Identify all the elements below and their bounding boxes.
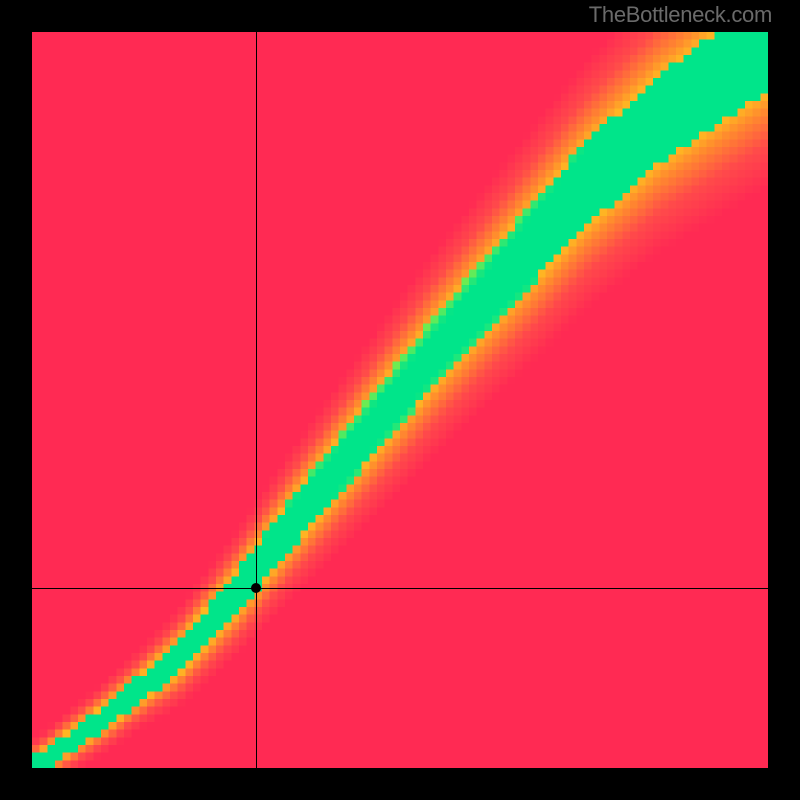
crosshair-vertical xyxy=(256,32,257,768)
heatmap-canvas xyxy=(32,32,768,768)
heatmap-plot xyxy=(32,32,768,768)
crosshair-horizontal xyxy=(32,588,768,589)
watermark-text: TheBottleneck.com xyxy=(589,2,772,28)
marker-dot xyxy=(251,583,261,593)
